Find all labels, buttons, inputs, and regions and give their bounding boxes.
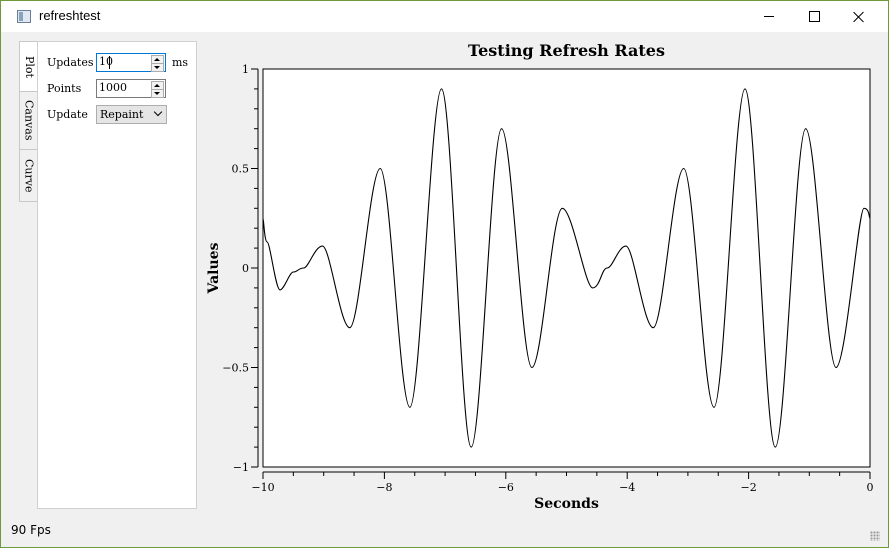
- plot-svg: −10 −8 −6 −4 −2 0 1 0.5 0 −0.5 −1 Testing Refresh R…: [206, 41, 874, 512]
- minimize-icon: [764, 16, 774, 17]
- tab-plot[interactable]: Plot: [19, 41, 39, 92]
- y-axis-label: Values: [206, 242, 222, 294]
- spin-up-icon[interactable]: [154, 58, 160, 61]
- resize-grip-icon[interactable]: [870, 531, 880, 541]
- app-icon: [17, 10, 31, 23]
- tab-curve-label: Curve: [22, 158, 36, 193]
- maximize-button[interactable]: [791, 1, 837, 32]
- updates-spinbox[interactable]: 10: [96, 53, 166, 72]
- points-spin-arrows[interactable]: [151, 81, 164, 98]
- x-axis-label: Seconds: [534, 496, 599, 512]
- tab-curve[interactable]: Curve: [19, 149, 39, 202]
- x-tick-label: 0: [867, 481, 874, 494]
- fps-status: 90 Fps: [11, 523, 51, 537]
- y-tick-label: 0.5: [232, 163, 250, 176]
- update-mode-label: Update: [47, 108, 88, 121]
- updates-spin-arrows[interactable]: [151, 55, 164, 72]
- update-mode-select[interactable]: Repaint: [96, 105, 167, 124]
- tab-canvas[interactable]: Canvas: [19, 91, 39, 150]
- y-tick-label: 1: [242, 63, 249, 76]
- y-tick-label: −0.5: [222, 362, 249, 375]
- spin-up-icon[interactable]: [154, 84, 160, 87]
- minimize-button[interactable]: [746, 1, 792, 32]
- tab-plot-label: Plot: [23, 55, 36, 78]
- chevron-down-icon: [153, 107, 163, 117]
- updates-value: 10: [99, 55, 113, 68]
- window-title: refreshtest: [39, 8, 101, 23]
- x-tick-label: −6: [498, 481, 514, 494]
- updates-unit: ms: [172, 56, 189, 69]
- points-value: 1000: [99, 81, 127, 94]
- plot-canvas: [262, 68, 871, 468]
- tab-canvas-label: Canvas: [22, 100, 36, 141]
- x-tick-label: −8: [376, 481, 392, 494]
- text-cursor: [109, 56, 110, 69]
- plot-area[interactable]: −10 −8 −6 −4 −2 0 1 0.5 0 −0.5 −1 Testing Refresh R…: [201, 39, 883, 521]
- title-bar[interactable]: refreshtest: [1, 1, 888, 32]
- x-tick-label: −10: [251, 481, 274, 494]
- series-line: [262, 88, 871, 448]
- y-tick-label: 0: [242, 262, 249, 275]
- chart-title: Testing Refresh Rates: [468, 41, 665, 60]
- points-spinbox[interactable]: 1000: [96, 79, 166, 98]
- y-tick-label: −1: [233, 461, 249, 474]
- updates-label: Updates: [47, 56, 94, 69]
- x-tick-label: −2: [740, 481, 756, 494]
- x-tick-label: −4: [619, 481, 635, 494]
- update-mode-value: Repaint: [100, 108, 144, 121]
- close-icon: [853, 11, 865, 23]
- spin-down-icon[interactable]: [154, 92, 160, 95]
- points-label: Points: [47, 82, 82, 95]
- close-button[interactable]: [836, 1, 882, 32]
- spin-down-icon[interactable]: [154, 66, 160, 69]
- maximize-icon: [808, 11, 820, 22]
